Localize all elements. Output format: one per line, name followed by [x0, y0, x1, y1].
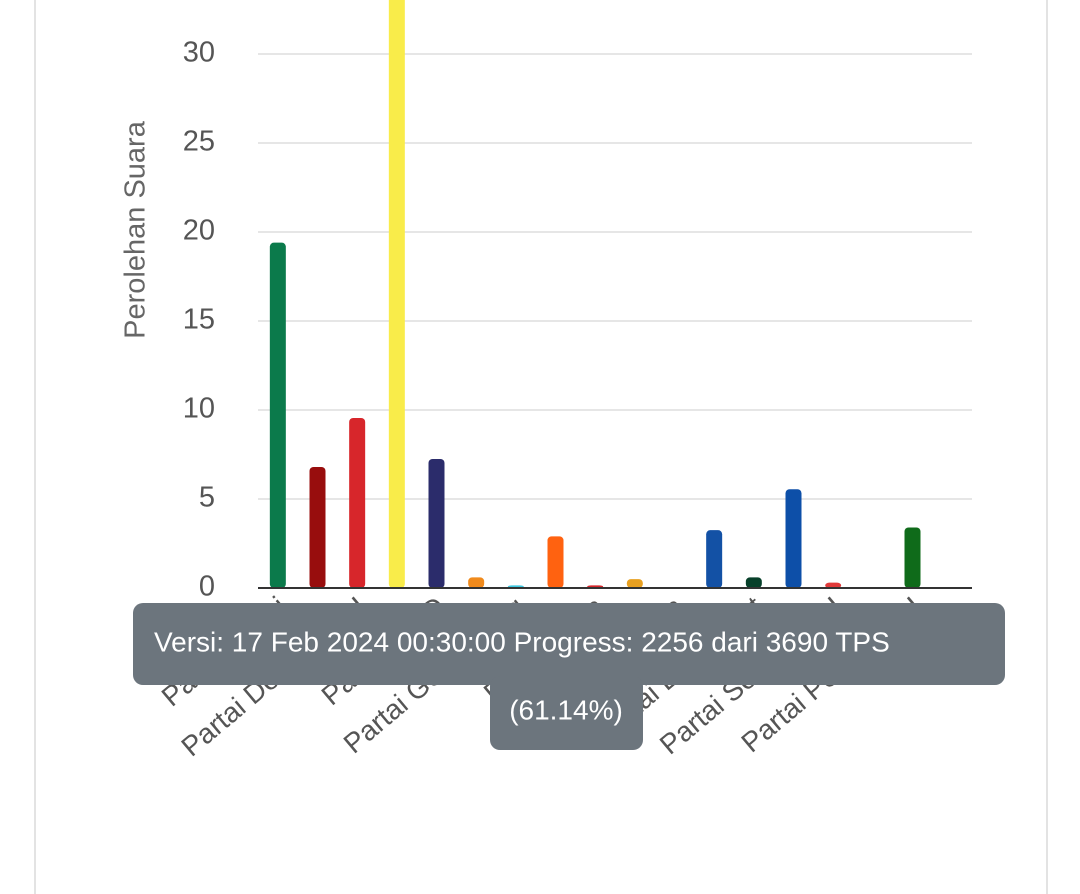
bar — [269, 242, 286, 588]
bar — [309, 466, 326, 588]
y-tick-label: 30 — [183, 37, 215, 69]
tooltip-text: Versi: 17 Feb 2024 00:30:00 Progress: 22… — [154, 626, 890, 657]
y-tick-label: 20 — [183, 215, 215, 247]
y-tick-label: 25 — [183, 126, 215, 158]
bar — [547, 536, 564, 588]
tooltip-text: (61.14%) — [509, 694, 623, 725]
bar — [904, 527, 921, 588]
y-tick-label: 0 — [199, 571, 215, 603]
y-tick-label: 5 — [199, 482, 215, 514]
bar — [745, 577, 762, 588]
bar — [349, 418, 366, 588]
bar — [825, 582, 842, 588]
bar — [428, 458, 445, 588]
bar — [785, 489, 802, 588]
tooltip-box — [133, 603, 1005, 685]
y-tick-label: 10 — [183, 393, 215, 425]
y-axis-label: Perolehan Suara — [120, 120, 152, 339]
bar — [468, 577, 485, 588]
tooltip-box — [490, 676, 643, 750]
y-tick-label: 15 — [183, 304, 215, 336]
bar — [626, 579, 643, 588]
bar — [388, 0, 405, 588]
bar — [706, 530, 723, 588]
